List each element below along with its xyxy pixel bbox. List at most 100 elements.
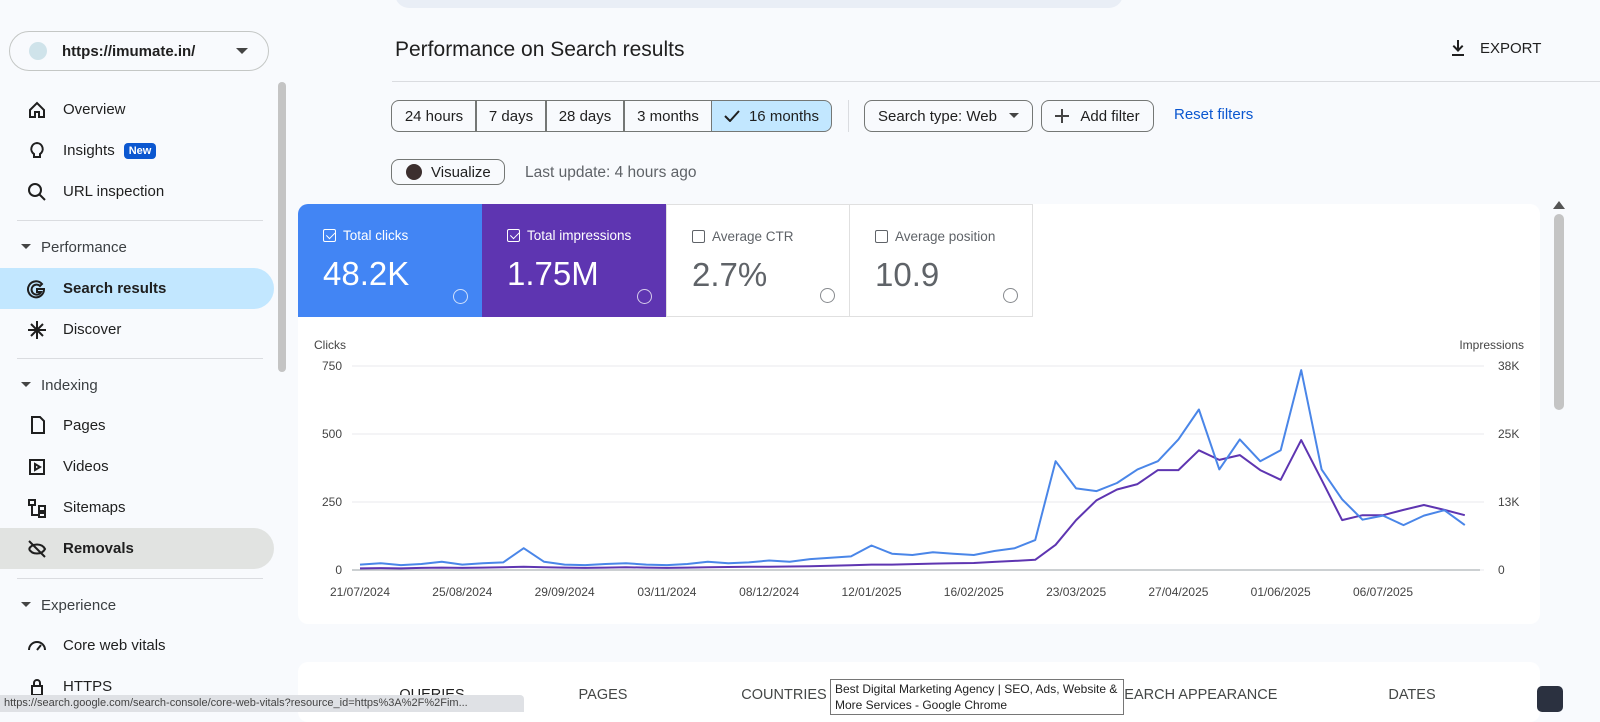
tab[interactable]: COUNTRIES (741, 687, 827, 703)
nav-item[interactable]: Overview (0, 89, 274, 130)
filter-separator (848, 100, 849, 132)
nav-item[interactable]: Removals (0, 528, 274, 569)
scroll-up-arrow[interactable] (1553, 201, 1565, 209)
y2-tick-label: 0 (1498, 563, 1505, 577)
tab[interactable]: SEARCH APPEARANCE (1114, 687, 1278, 703)
nav-label: Search results (63, 280, 167, 297)
check-icon (724, 110, 740, 122)
x-tick-label: 21/07/2024 (330, 585, 390, 599)
collapse-arrow (21, 602, 31, 607)
nav-item[interactable]: Insights New (0, 130, 274, 171)
metric-label: Total impressions (527, 228, 632, 243)
reset-filters-link[interactable]: Reset filters (1174, 106, 1254, 123)
export-label: EXPORT (1480, 39, 1542, 57)
nav-label: Sitemaps (63, 499, 126, 516)
metric-checkbox[interactable] (323, 229, 336, 242)
plus-icon (1055, 109, 1070, 123)
nav-item[interactable]: Pages (0, 405, 274, 446)
y2-tick-label: 38K (1498, 359, 1519, 373)
x-tick-label: 25/08/2024 (432, 585, 492, 599)
metric-card[interactable]: Total clicks 48.2K (298, 204, 482, 317)
metric-checkbox[interactable] (875, 230, 888, 243)
nav-icon (29, 101, 45, 118)
nav-icon (28, 498, 46, 518)
page-scrollbar (1554, 214, 1564, 410)
metric-checkbox[interactable] (692, 230, 705, 243)
nav-label: Overview (63, 101, 126, 118)
y2-tick-label: 13K (1498, 495, 1519, 509)
nav-icon (27, 279, 46, 298)
nav-label: Pages (63, 417, 106, 434)
visualize-button[interactable]: Visualize (391, 159, 505, 185)
tab[interactable]: PAGES (578, 687, 628, 703)
tooltip-text: Best Digital Marketing Agency | SEO, Ads… (835, 682, 1118, 712)
nav-label: URL inspection (63, 183, 165, 200)
metric-value: 1.75M (507, 255, 599, 292)
metric-label: Total clicks (343, 228, 409, 243)
metric-card[interactable]: Total impressions 1.75M (482, 204, 666, 317)
metric-label-row: Average CTR (692, 229, 849, 244)
nav-section[interactable]: Experience (0, 590, 274, 620)
metric-label-row: Average position (875, 229, 1032, 244)
search-bar[interactable] (395, 0, 1123, 8)
nav-divider (17, 220, 263, 221)
visualize-label: Visualize (431, 163, 491, 181)
nav-item[interactable]: Core web vitals (0, 625, 274, 666)
date-range-chip[interactable]: 7 days (475, 100, 547, 132)
y-tick-label: 750 (322, 359, 342, 373)
x-tick-label: 03/11/2024 (637, 585, 696, 599)
date-range-chip[interactable]: 16 months (711, 100, 832, 132)
checkmark (509, 229, 520, 240)
nav-section[interactable]: Performance (0, 232, 274, 262)
nav-icon (28, 320, 46, 339)
nav-section-label: Performance (41, 238, 127, 256)
nav-item[interactable]: Discover (0, 309, 274, 350)
nav-icon (29, 458, 45, 475)
nav-label: HTTPS (63, 678, 113, 695)
nav-label: Insights (63, 142, 115, 159)
new-badge: New (123, 142, 157, 159)
last-update: Last update: 4 hours ago (525, 164, 697, 181)
y2-tick-label: 25K (1498, 427, 1519, 441)
nav-section-label: Experience (41, 596, 117, 614)
x-tick-label: 16/02/2025 (944, 585, 1004, 599)
search-type-label: Search type: Web (878, 107, 997, 125)
metric-card[interactable]: Average position 10.9 (849, 204, 1033, 317)
add-filter-chip[interactable]: Add filter (1041, 100, 1154, 132)
search-type-chip[interactable]: Search type: Web (864, 100, 1033, 132)
metric-card[interactable]: Average CTR 2.7% (666, 204, 850, 317)
x-tick-label: 08/12/2024 (739, 585, 799, 599)
nav-divider (17, 578, 263, 579)
y-axis-title: Clicks (314, 338, 346, 352)
help-icon (820, 288, 835, 303)
dropdown-arrow (1008, 113, 1019, 118)
property-selector[interactable]: https://imumate.in/ (9, 31, 269, 71)
nav-item[interactable]: Search results (0, 268, 274, 309)
tab[interactable]: DATES (1388, 687, 1436, 703)
chart-card: Total clicks 48.2K Total impressions 1.75M A… (298, 204, 1540, 624)
export-button[interactable]: EXPORT (1448, 38, 1541, 58)
nav-icon (31, 415, 45, 434)
x-tick-label: 27/04/2025 (1148, 585, 1208, 599)
nav-item[interactable]: HTTPS (0, 666, 274, 707)
nav-item[interactable]: Sitemaps (0, 487, 274, 528)
series-line (359, 439, 1466, 570)
metric-value: 48.2K (323, 255, 410, 292)
visualize-icon (406, 164, 422, 180)
nav-item[interactable]: URL inspection (0, 171, 274, 212)
y2-axis-title: Impressions (1459, 338, 1524, 352)
x-tick-label: 23/03/2025 (1046, 585, 1106, 599)
date-range-chip[interactable]: 24 hours (391, 100, 477, 132)
chart: Clicks Impressions 0 250 500 750 0 13K 25K 38K 21/… (314, 338, 1524, 599)
date-range-chip[interactable]: 3 months (623, 100, 713, 132)
date-range-chip[interactable]: 28 days (545, 100, 625, 132)
nav-section[interactable]: Indexing (0, 370, 274, 400)
x-tick-label: 29/09/2024 (535, 585, 595, 599)
extension-icon[interactable] (1537, 686, 1563, 712)
nav-item[interactable]: Videos (0, 446, 274, 487)
nav-label: Discover (63, 321, 122, 338)
metric-label: Average position (895, 229, 996, 244)
nav-icon (28, 182, 46, 201)
metric-checkbox[interactable] (507, 229, 520, 242)
window-tooltip: Best Digital Marketing Agency | SEO, Ads… (830, 679, 1124, 715)
